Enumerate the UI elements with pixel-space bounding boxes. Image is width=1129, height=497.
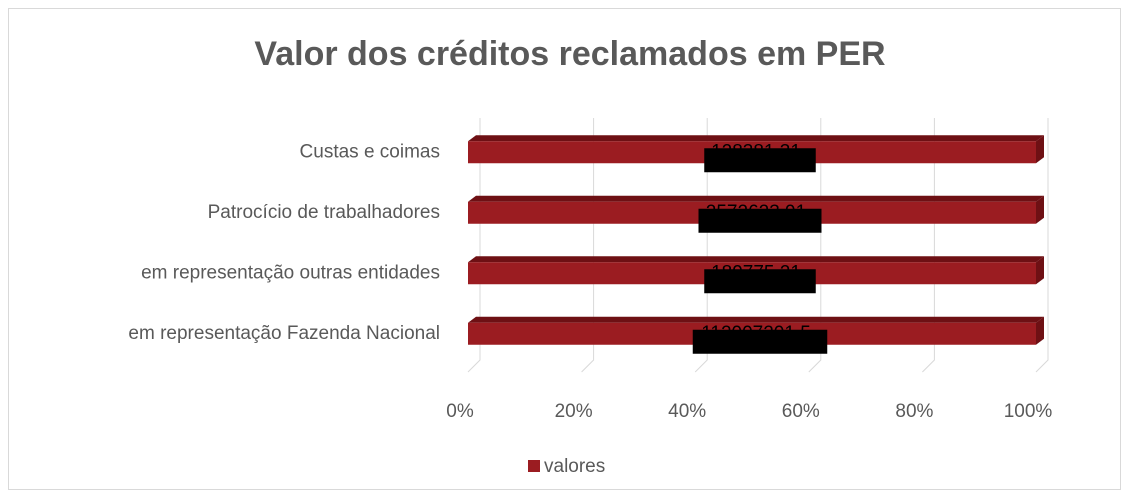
data-label: 112007201,5 xyxy=(701,323,811,344)
y-tick-label: Custas e coimas xyxy=(300,141,440,162)
legend-swatch xyxy=(528,460,540,472)
data-label: 2572623,91 xyxy=(706,202,806,223)
y-tick-label: em representação outras entidades xyxy=(141,262,440,283)
bar-top xyxy=(468,135,1044,142)
chart-title: Valor dos créditos reclamados em PER xyxy=(254,35,885,73)
data-label: 128381,31 xyxy=(711,141,801,162)
bar-side xyxy=(1036,316,1044,345)
legend-label: valores xyxy=(544,456,605,477)
data-label: 189775,21 xyxy=(711,262,801,283)
x-tick-label: 0% xyxy=(446,401,474,422)
bar-side xyxy=(1036,195,1044,224)
data-label-shadow xyxy=(692,329,828,354)
x-tick-label: 80% xyxy=(895,401,933,422)
bar-top xyxy=(468,316,1044,323)
data-label-shadow xyxy=(698,208,822,233)
x-tick-label: 20% xyxy=(555,401,593,422)
y-tick-label: em representação Fazenda Nacional xyxy=(128,323,440,344)
bar-side xyxy=(1036,135,1044,164)
x-tick-label: 40% xyxy=(668,401,706,422)
data-label-shadow xyxy=(704,148,816,173)
grid-line xyxy=(1035,118,1049,373)
bar-top xyxy=(468,256,1044,263)
x-tick-label: 100% xyxy=(1004,401,1053,422)
chart-frame xyxy=(8,8,1121,490)
bar-top xyxy=(468,195,1044,202)
bar-side xyxy=(1036,256,1044,285)
y-tick-label: Patrocício de trabalhadores xyxy=(208,202,440,223)
x-tick-label: 60% xyxy=(782,401,820,422)
data-label-shadow xyxy=(704,269,816,294)
